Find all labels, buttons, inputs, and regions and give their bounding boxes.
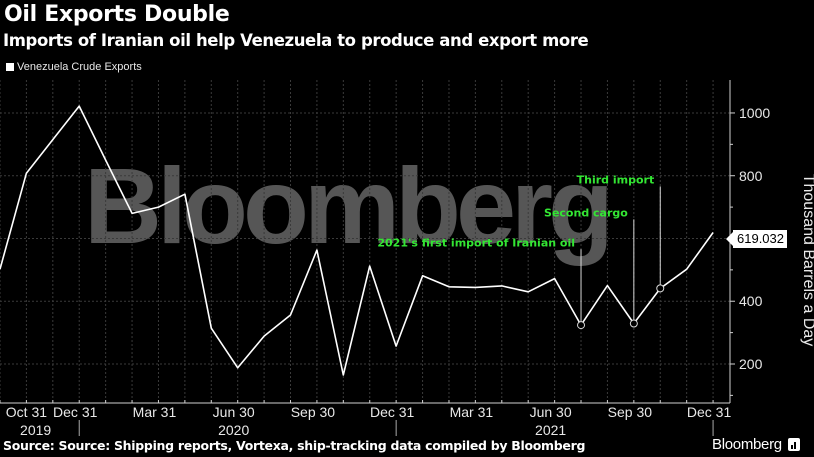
x-year-label: 2019	[20, 422, 52, 438]
x-year-label: 2021	[535, 422, 567, 438]
chart-title: Oil Exports Double	[4, 2, 230, 27]
series-line	[0, 105, 714, 376]
annotation-label: Third import	[576, 173, 655, 187]
y-axis-label: Thousand Barrels a Day	[800, 173, 814, 347]
annotation-label: 2021's first import of Iranian oil	[377, 236, 576, 250]
x-tick-label: Mar 31	[132, 404, 177, 420]
y-tick-label: 200	[739, 356, 763, 372]
source-note: Source: Source: Shipping reports, Vortex…	[3, 438, 586, 453]
chart-subtitle: Imports of Iranian oil help Venezuela to…	[3, 31, 589, 50]
legend-swatch	[6, 63, 14, 71]
last-value-badge: 619.032	[726, 229, 788, 249]
x-tick-label: Mar 31	[449, 404, 494, 420]
x-tick-label: Jun 30	[212, 404, 255, 420]
annotation-marker	[656, 284, 665, 293]
x-tick-label: Dec 31	[369, 404, 415, 420]
x-tick-label: Jun 30	[529, 404, 572, 420]
x-tick-label: Dec 31	[53, 404, 98, 420]
y-tick-label: 1000	[739, 104, 771, 121]
legend-label: Venezuela Crude Exports	[17, 61, 142, 73]
watermark: Bloomberg	[84, 145, 614, 266]
x-tick-label: Oct 31	[5, 404, 48, 420]
annotation-marker	[629, 319, 638, 328]
bloomberg-brand: Bloomberg	[712, 436, 800, 453]
y-tick-label: 800	[739, 167, 763, 184]
annotation-label: Second cargo	[544, 206, 628, 220]
x-tick-label: Dec 31	[686, 404, 732, 420]
x-tick-label: Sep 30	[290, 404, 336, 420]
legend-item: Venezuela Crude Exports	[6, 61, 142, 73]
x-tick-label: Sep 30	[607, 404, 653, 420]
annotation-marker	[577, 321, 586, 330]
brand-text: Bloomberg	[712, 436, 782, 453]
y-tick-label: 400	[739, 293, 763, 310]
bloomberg-logo-icon	[787, 438, 800, 451]
x-year-label: 2020	[218, 422, 250, 438]
